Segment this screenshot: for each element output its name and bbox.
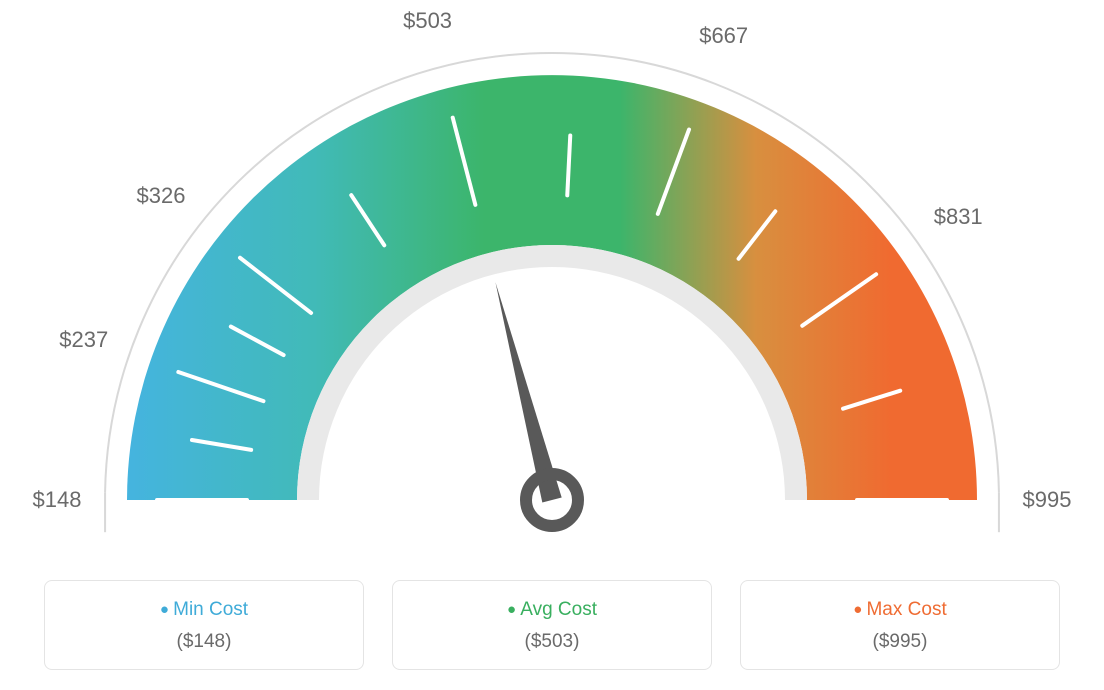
legend-min-box: Min Cost ($148) <box>44 580 364 670</box>
gauge-tick-label: $326 <box>137 183 186 209</box>
legend-max-box: Max Cost ($995) <box>740 580 1060 670</box>
legend-row: Min Cost ($148) Avg Cost ($503) Max Cost… <box>0 580 1104 670</box>
gauge-tick-label: $503 <box>403 8 452 34</box>
gauge-color-band <box>127 75 977 500</box>
legend-avg-title: Avg Cost <box>403 599 701 621</box>
legend-max-value: ($995) <box>751 631 1049 653</box>
legend-avg-box: Avg Cost ($503) <box>392 580 712 670</box>
legend-max-title: Max Cost <box>751 599 1049 621</box>
gauge-tick-label: $831 <box>934 204 983 230</box>
legend-min-value: ($148) <box>55 631 353 653</box>
gauge-svg <box>0 0 1104 560</box>
legend-min-title: Min Cost <box>55 599 353 621</box>
gauge-tick-label: $995 <box>1023 487 1072 513</box>
gauge-tick-label: $148 <box>33 487 82 513</box>
gauge-tick-label: $237 <box>59 327 108 353</box>
legend-avg-value: ($503) <box>403 631 701 653</box>
gauge-container: $148 $237 $326 $503 $667 $831 $995 <box>0 0 1104 560</box>
gauge-tick-label: $667 <box>699 23 748 49</box>
